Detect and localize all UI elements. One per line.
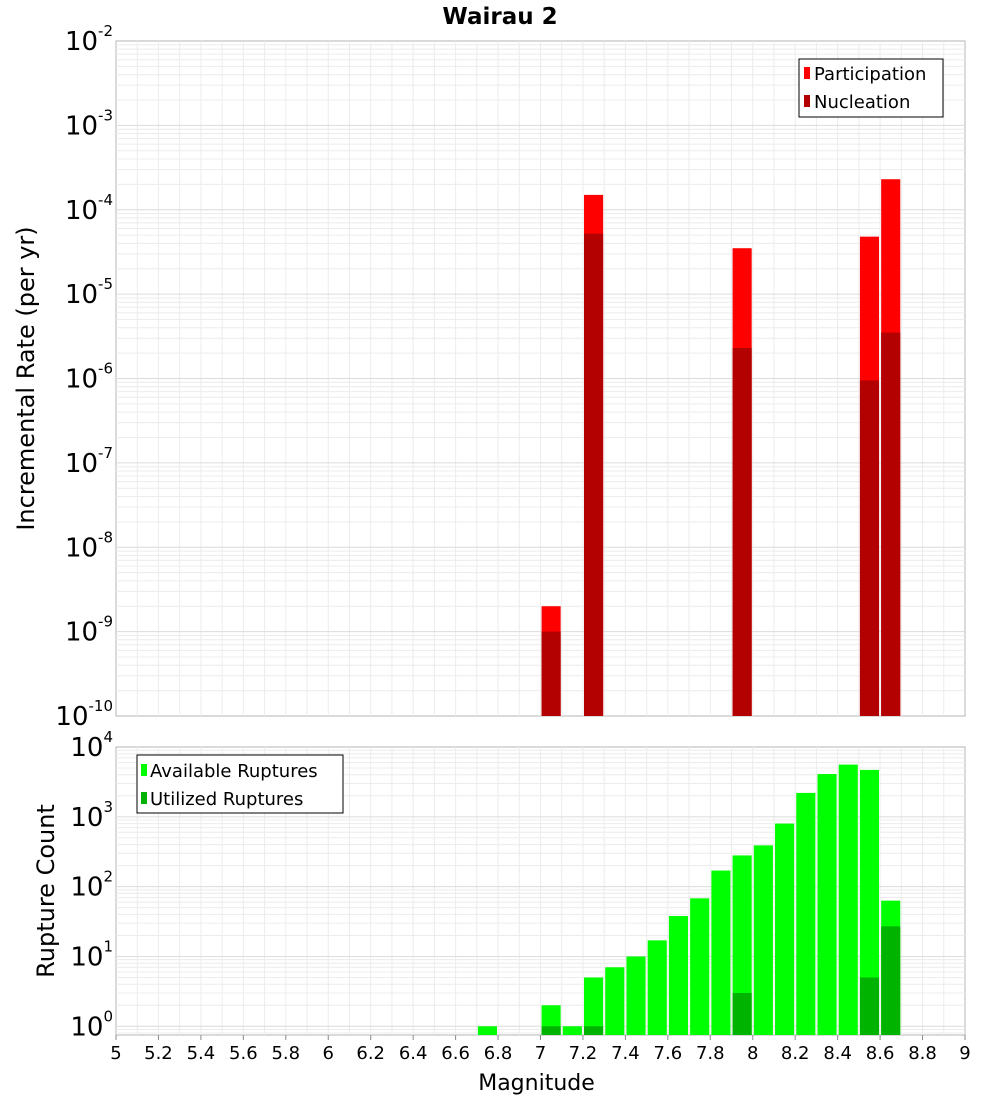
rupture-count-y-tick-label: 100	[70, 1007, 113, 1042]
available-ruptures-bar	[753, 845, 773, 1035]
incremental-rate-legend: Participation Nucleation	[798, 58, 944, 118]
incremental-rate-legend-box	[798, 58, 944, 118]
available-ruptures-bar	[775, 823, 795, 1035]
rupture-count-y-ticks: 100 101 102 103 104	[70, 728, 113, 1042]
available-ruptures-bar	[477, 1026, 497, 1035]
x-tick-label: 6.2	[356, 1043, 385, 1064]
x-tick-label: 5	[110, 1043, 121, 1064]
utilized-ruptures-bar	[584, 1026, 604, 1035]
x-tick-label: 5.4	[187, 1043, 216, 1064]
x-tick-label: 7.6	[654, 1043, 683, 1064]
nucleation-legend-label: Nucleation	[814, 92, 910, 113]
x-tick-label: 7	[535, 1043, 546, 1064]
utilized-ruptures-bar	[732, 992, 752, 1035]
rupture-count-y-tick-label: 101	[70, 937, 113, 972]
magnitude-x-ticks: 5 5.2 5.4 5.6 5.8 6 6.2 6.4 6.6 6.8 7 7.2 7.4 7.6 7.8 8…	[110, 1035, 971, 1064]
incremental-rate-y-tick-label: 10-10	[55, 697, 113, 732]
rupture-count-panel: 100 101 102 103 104 5 5.2 5.4 5.6 5.8 6 6.2 6.4 6.6 6…	[32, 728, 971, 1096]
available-ruptures-bar	[796, 792, 816, 1035]
available-ruptures-bar	[605, 967, 625, 1035]
x-tick-label: 8.8	[908, 1043, 937, 1064]
incremental-rate-bars	[541, 179, 901, 717]
participation-legend-swatch	[804, 67, 810, 79]
x-tick-label: 5.6	[229, 1043, 258, 1064]
x-tick-label: 8.2	[781, 1043, 810, 1064]
x-tick-label: 7.8	[696, 1043, 725, 1064]
nucleation-bar	[859, 380, 880, 716]
x-tick-label: 8.6	[866, 1043, 895, 1064]
x-tick-label: 6	[323, 1043, 334, 1064]
rupture-count-y-axis-label: Rupture Count	[32, 804, 60, 978]
available-ruptures-bar	[562, 1026, 582, 1035]
x-tick-label: 5.2	[144, 1043, 173, 1064]
x-tick-label: 7.4	[611, 1043, 640, 1064]
incremental-rate-panel: 10-10 10-9 10-8 10-7 10-6 10-5 10-4 10-3 10-2 In…	[12, 22, 966, 732]
available-ruptures-legend-swatch	[141, 764, 147, 776]
incremental-rate-y-tick-label: 10-2	[65, 22, 113, 57]
rupture-count-y-tick-label: 104	[70, 728, 113, 763]
x-tick-label: 5.8	[271, 1043, 300, 1064]
available-ruptures-bar	[817, 774, 837, 1035]
nucleation-bar	[584, 233, 604, 716]
available-ruptures-bar	[647, 940, 667, 1035]
incremental-rate-y-tick-label: 10-7	[65, 444, 113, 479]
incremental-rate-y-tick-label: 10-5	[65, 275, 113, 310]
incremental-rate-y-tick-label: 10-9	[65, 613, 113, 648]
participation-legend-label: Participation	[814, 64, 926, 85]
utilized-ruptures-legend-swatch	[141, 792, 147, 804]
available-ruptures-bar	[584, 977, 604, 1035]
available-ruptures-bar	[859, 769, 880, 1035]
utilized-ruptures-bar	[859, 977, 880, 1035]
rupture-count-bars	[477, 764, 901, 1035]
incremental-rate-y-tick-label: 10-3	[65, 106, 113, 141]
nucleation-bar	[541, 631, 561, 716]
rupture-count-y-tick-label: 103	[70, 798, 113, 833]
incremental-rate-y-tick-label: 10-4	[65, 191, 113, 226]
available-ruptures-bar	[626, 956, 646, 1035]
available-ruptures-bar	[838, 764, 858, 1035]
rupture-count-y-tick-label: 102	[70, 868, 113, 903]
incremental-rate-y-ticks: 10-10 10-9 10-8 10-7 10-6 10-5 10-4 10-3 10-2	[55, 22, 113, 732]
incremental-rate-y-tick-label: 10-8	[65, 528, 113, 563]
available-ruptures-bar	[690, 898, 710, 1035]
nucleation-bar	[881, 332, 901, 716]
x-tick-label: 6.4	[399, 1043, 428, 1064]
incremental-rate-y-tick-label: 10-6	[65, 360, 113, 395]
x-tick-label: 6.6	[441, 1043, 470, 1064]
x-tick-label: 6.8	[484, 1043, 513, 1064]
x-tick-label: 8	[747, 1043, 758, 1064]
x-tick-label: 9	[959, 1043, 970, 1064]
chart-title: Wairau 2	[442, 4, 557, 30]
x-tick-label: 8.4	[823, 1043, 852, 1064]
rupture-count-legend: Available Ruptures Utilized Ruptures	[136, 754, 344, 814]
nucleation-legend-swatch	[804, 95, 810, 107]
rupture-count-legend-box	[136, 754, 344, 814]
incremental-rate-grid	[116, 41, 965, 716]
magnitude-x-axis-label: Magnitude	[478, 1071, 595, 1096]
available-ruptures-bar	[668, 915, 689, 1035]
utilized-ruptures-bar	[541, 1026, 561, 1035]
incremental-rate-y-axis-label: Incremental Rate (per yr)	[12, 226, 40, 530]
nucleation-bar	[732, 347, 752, 716]
available-ruptures-legend-label: Available Ruptures	[150, 761, 318, 782]
utilized-ruptures-legend-label: Utilized Ruptures	[150, 789, 303, 810]
available-ruptures-bar	[711, 870, 731, 1035]
x-tick-label: 7.2	[569, 1043, 598, 1064]
utilized-ruptures-bar	[881, 926, 901, 1035]
available-ruptures-bar	[732, 855, 752, 1035]
